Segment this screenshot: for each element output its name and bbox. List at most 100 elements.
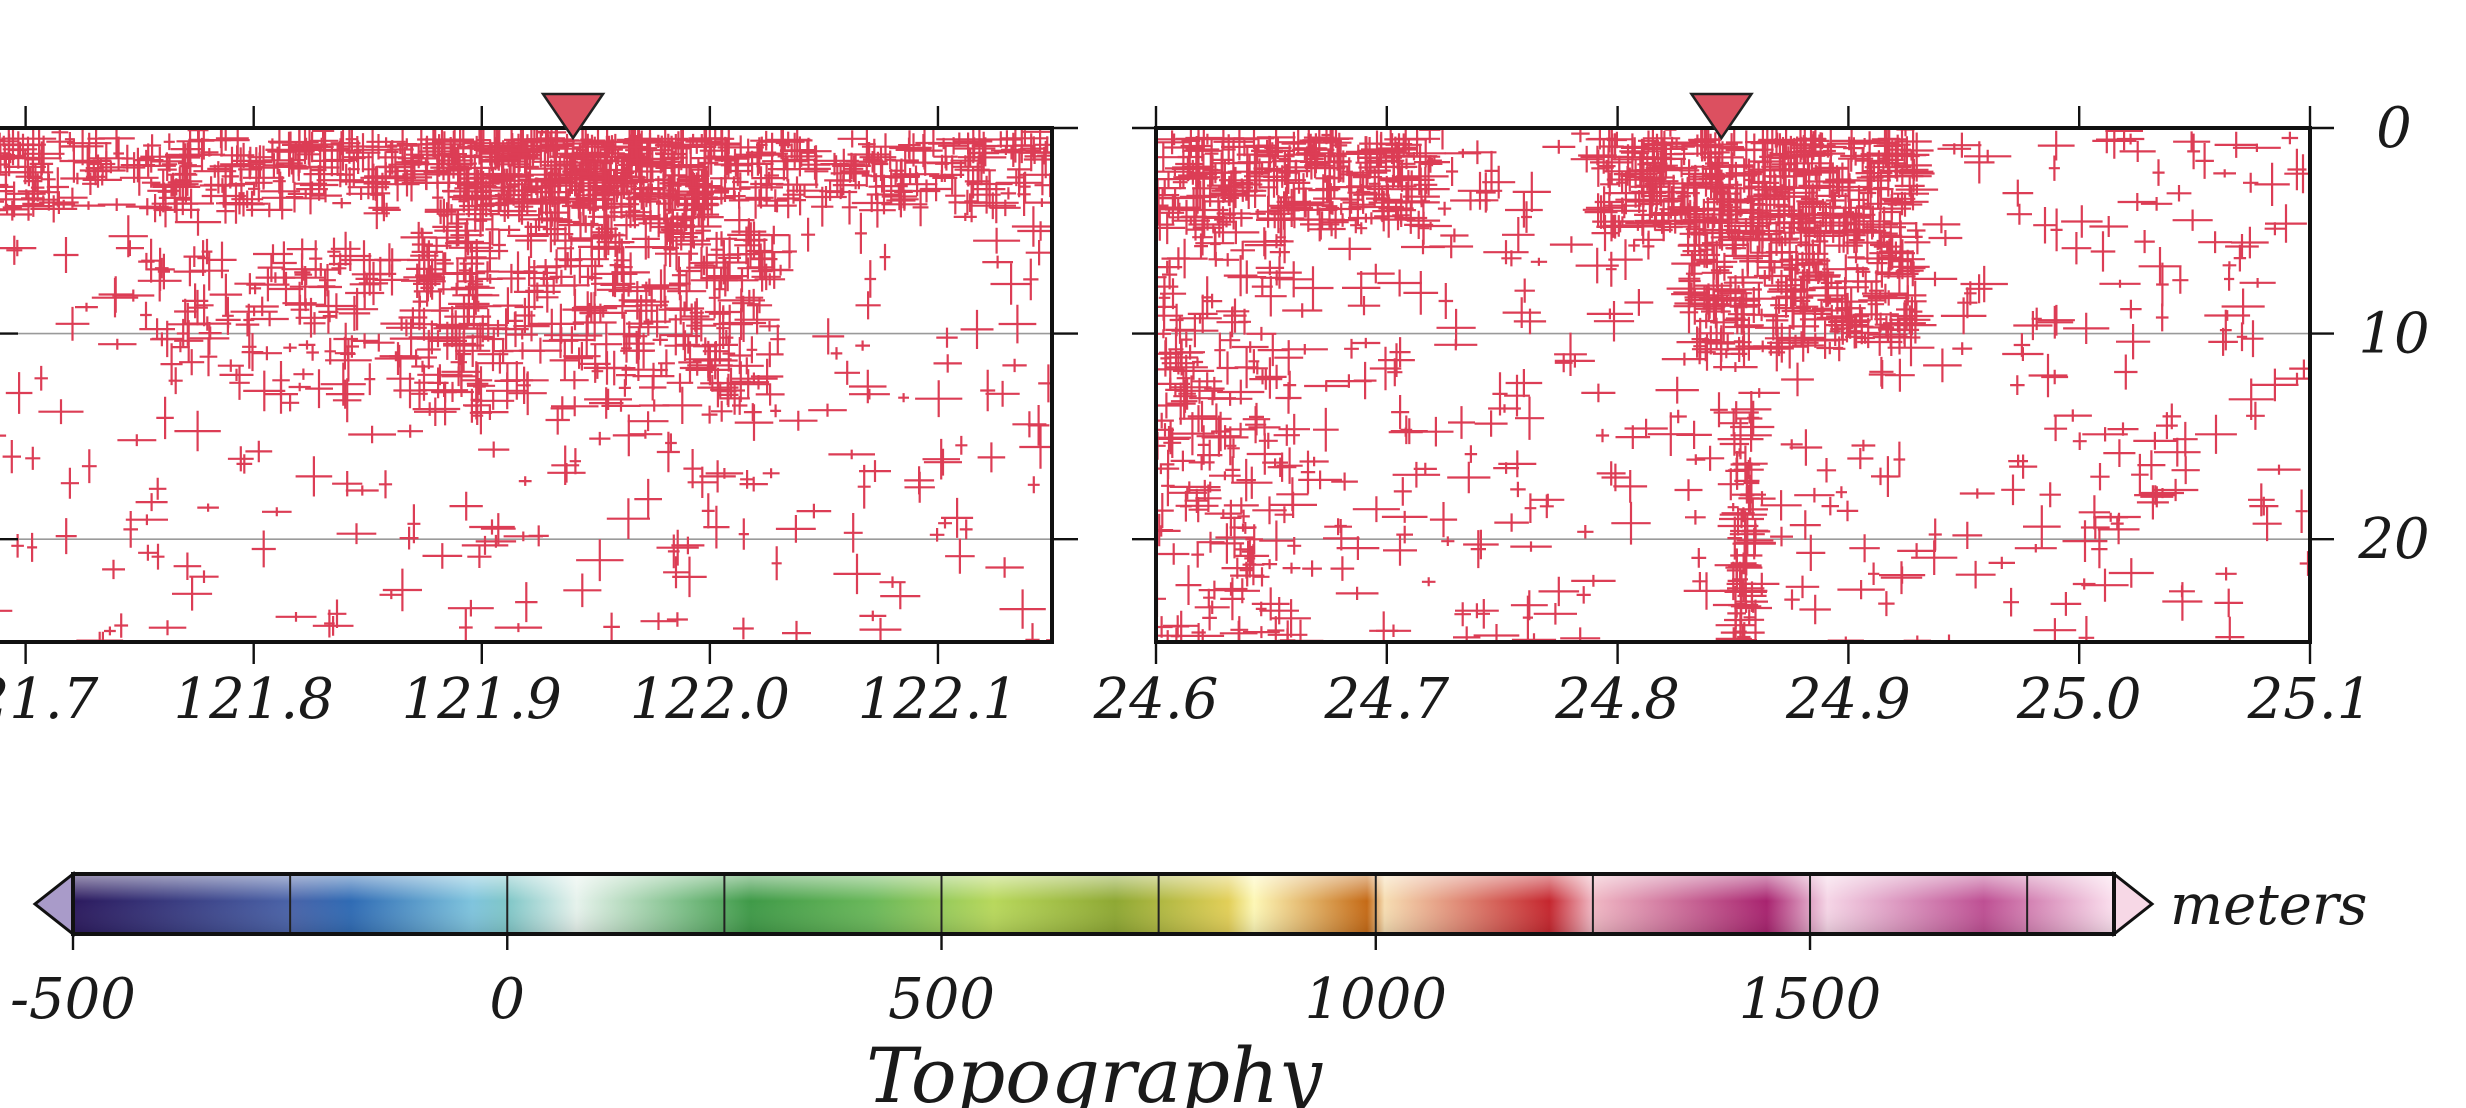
earthquake-cross [786, 184, 823, 198]
earthquake-cross [585, 140, 625, 183]
colorbar-low-triangle [32, 870, 75, 938]
earthquake-cross [536, 128, 567, 146]
earthquake-cross [407, 504, 421, 544]
earthquake-cross [1530, 257, 1548, 266]
earthquake-cross [1254, 567, 1270, 587]
earthquake-cross [1282, 303, 1323, 318]
earthquake-cross [447, 599, 494, 617]
earthquake-cross [132, 143, 164, 177]
earthquake-cross [603, 612, 620, 642]
earthquake-cross [2033, 618, 2077, 642]
earthquake-cross [1771, 187, 1783, 196]
earthquake-cross [982, 255, 1013, 269]
earthquake-cross [955, 435, 968, 455]
earthquake-cross [382, 568, 422, 612]
earthquake-cross [293, 368, 314, 380]
earthquake-cross [1281, 131, 1307, 156]
earthquake-cross [1262, 458, 1288, 467]
earthquake-cross [423, 155, 452, 189]
earthquake-cross [460, 361, 493, 400]
earthquake-cross [332, 378, 362, 423]
earthquake-cross [1369, 346, 1402, 391]
earthquake-cross [1429, 502, 1458, 538]
earthquake-cross [1685, 510, 1706, 525]
earthquake-cross [1593, 301, 1635, 342]
earthquake-cross [743, 403, 762, 422]
earthquake-cross [1641, 183, 1667, 203]
earthquake-cross [518, 337, 562, 364]
earthquake-cross [1753, 221, 1800, 256]
earthquake-cross [762, 468, 780, 479]
earthquake-cross [1964, 141, 1995, 184]
earthquake-cross [0, 183, 9, 187]
earthquake-cross [1234, 545, 1270, 566]
earthquake-cross [1387, 358, 1403, 387]
earthquake-cross [1775, 193, 1794, 220]
earthquake-cross [137, 149, 155, 167]
earthquake-cross [1691, 548, 1707, 568]
earthquake-cross [311, 128, 335, 139]
earthquake-cross [1731, 345, 1748, 362]
earthquake-cross [1581, 383, 1616, 403]
earthquake-cross [1273, 424, 1300, 446]
earthquake-cross [1446, 157, 1459, 186]
earthquake-cross [464, 294, 484, 320]
earthquake-cross [834, 360, 860, 385]
earthquake-cross [424, 199, 457, 225]
colorbar-frame [71, 872, 2116, 936]
earthquake-cross [606, 139, 617, 153]
earthquake-cross [1454, 602, 1471, 627]
earthquake-cross [1744, 572, 1780, 595]
earthquake-cross [973, 227, 1021, 254]
earthquake-cross [327, 599, 347, 628]
earthquake-cross [227, 446, 254, 472]
earthquake-cross [1230, 240, 1255, 260]
earthquake-cross [153, 198, 200, 222]
earthquake-cross [663, 556, 689, 589]
earthquake-cross [2172, 421, 2198, 457]
earthquake-cross [1492, 372, 1508, 416]
earthquake-cross [2228, 378, 2274, 420]
earthquake-cross [2214, 588, 2244, 618]
earthquake-cross [1213, 137, 1254, 147]
earthquake-cross [1236, 458, 1256, 502]
earthquake-cross [1699, 317, 1734, 349]
earthquake-cross [563, 341, 601, 371]
earthquake-cross [1785, 143, 1825, 162]
earthquake-cross [86, 158, 116, 170]
earthquake-cross [1178, 313, 1222, 324]
earthquake-cross [1392, 461, 1441, 488]
earthquake-cross [1554, 354, 1595, 368]
earthquake-cross [480, 153, 502, 168]
earthquake-cross [870, 159, 894, 193]
earthquake-crosses [1156, 128, 2310, 642]
earthquake-cross [832, 175, 854, 196]
earthquake-cross [2033, 207, 2057, 244]
earthquake-cross [1911, 540, 1958, 575]
earthquake-cross [1156, 329, 1171, 339]
earthquake-cross [1737, 413, 1763, 424]
earthquake-cross [2003, 587, 2019, 617]
earthquake-cross [55, 306, 90, 341]
earthquake-cross [1377, 269, 1422, 297]
earthquake-cross [1389, 337, 1411, 368]
earthquake-cross [345, 133, 381, 173]
earthquake-cross [550, 396, 574, 421]
earthquake-cross [1893, 441, 1906, 478]
earthquake-cross [832, 152, 871, 180]
earthquake-cross [1724, 610, 1748, 630]
earthquake-cross [1285, 189, 1303, 229]
earthquake-cross [2061, 205, 2103, 238]
earthquake-cross [1203, 588, 1215, 607]
earthquake-cross [1613, 470, 1648, 503]
colorbar-tick-label: 500 [888, 967, 995, 1032]
earthquake-cross [2172, 266, 2189, 294]
earthquake-cross [1357, 148, 1402, 167]
earthquake-cross [1889, 305, 1931, 335]
earthquake-cross [977, 442, 1006, 473]
earthquake-cross [1554, 332, 1587, 376]
earthquake-cross [1241, 540, 1255, 563]
earthquake-cross [922, 438, 960, 480]
earthquake-cross [1647, 412, 1694, 456]
earthquake-cross [141, 177, 161, 188]
